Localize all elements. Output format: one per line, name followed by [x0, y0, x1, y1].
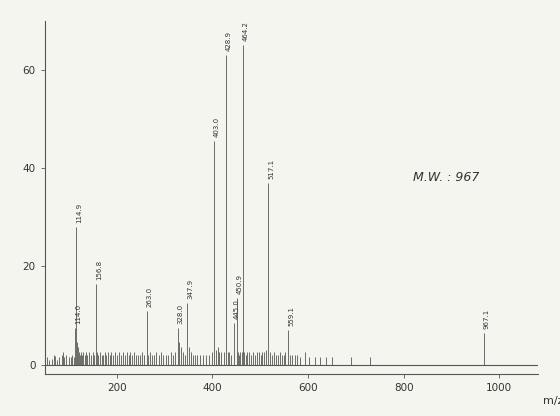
Text: M.W. : 967: M.W. : 967 [413, 171, 479, 184]
Text: 464.2: 464.2 [243, 22, 249, 42]
Text: 156.8: 156.8 [96, 260, 102, 280]
Text: 114.9: 114.9 [76, 203, 82, 223]
Text: 114.0: 114.0 [76, 304, 81, 324]
Text: 263.0: 263.0 [147, 287, 153, 307]
Text: 517.1: 517.1 [268, 159, 274, 179]
Text: 428.9: 428.9 [226, 31, 232, 51]
Text: 347.9: 347.9 [188, 279, 193, 299]
Text: 450.9: 450.9 [237, 274, 242, 295]
Text: 559.1: 559.1 [288, 306, 295, 326]
Text: 328.0: 328.0 [178, 304, 184, 324]
Text: m/z: m/z [543, 396, 560, 406]
Text: 967.1: 967.1 [484, 309, 489, 329]
Text: 403.0: 403.0 [214, 117, 220, 137]
Text: 445.0: 445.0 [234, 299, 240, 319]
